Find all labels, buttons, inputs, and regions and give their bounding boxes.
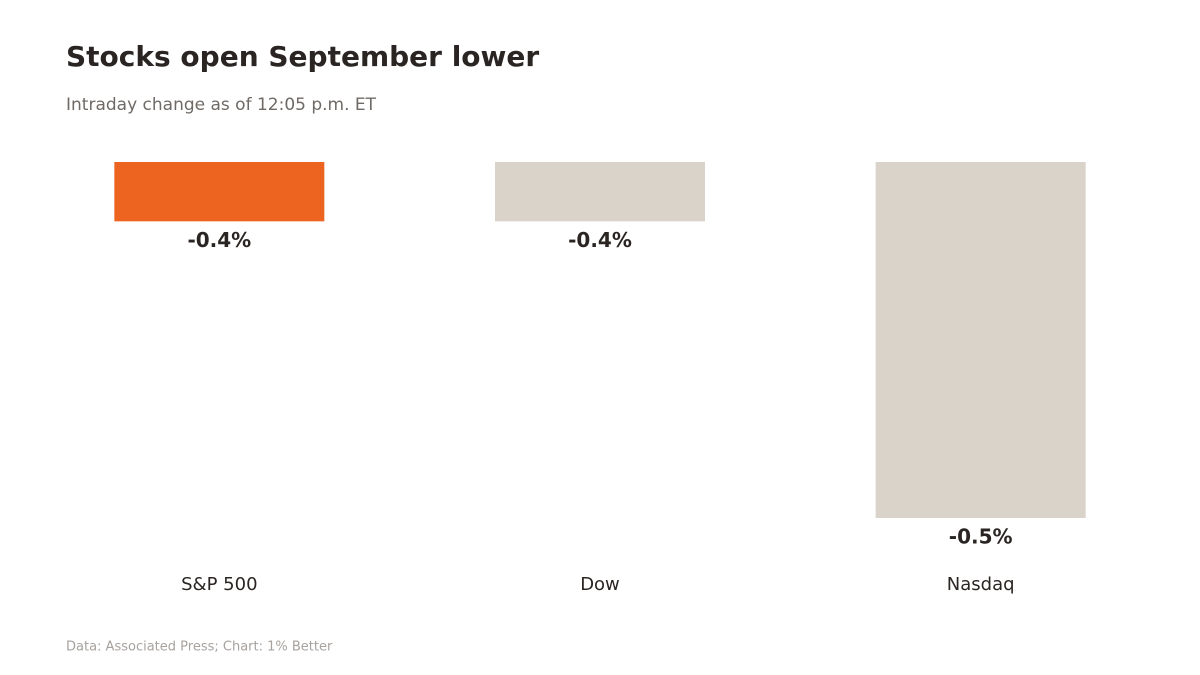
source-note: Data: Associated Press; Chart: 1% Better [66, 640, 333, 655]
bar [495, 162, 705, 222]
chart-subtitle: Intraday change as of 12:05 p.m. ET [66, 95, 377, 115]
x-tick-label: Nasdaq [947, 574, 1015, 595]
bar [114, 162, 325, 222]
bar [875, 162, 1086, 518]
value-label: -0.4% [187, 228, 251, 252]
chart-title: Stocks open September lower [66, 40, 539, 73]
value-label: -0.4% [568, 228, 632, 252]
x-tick-label: S&P 500 [181, 574, 257, 595]
x-tick-label: Dow [580, 574, 620, 595]
value-label: -0.5% [949, 525, 1013, 549]
